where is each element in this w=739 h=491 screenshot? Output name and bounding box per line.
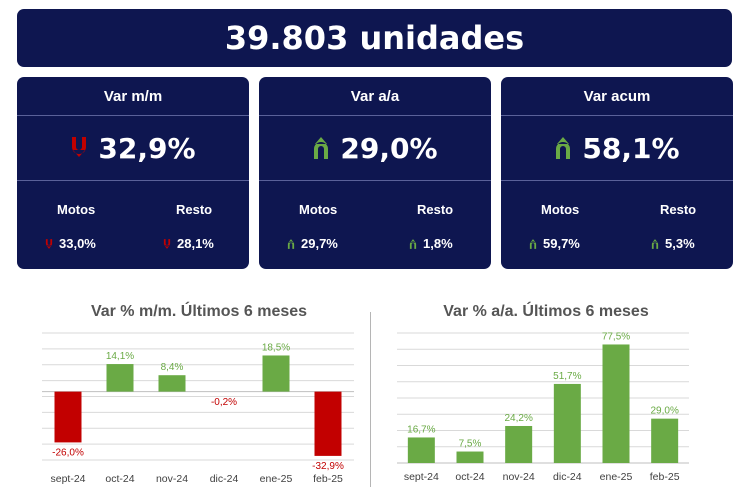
card-var-acum: Var acum 58,1% Motos Resto 59,7% 5,3%: [501, 77, 733, 269]
chart-title: Var % m/m. Últimos 6 meses: [90, 303, 308, 320]
chart-aa: Var % a/a. Últimos 6 meses 16,7% sept-24 7…: [395, 300, 697, 487]
card-var-mm: Var m/m 32,9% Motos Resto 33,0% 28,1%: [17, 77, 249, 269]
arrow-up-icon: [651, 238, 659, 249]
resto-value-text: 1,8%: [423, 236, 453, 251]
data-label: 24,2%: [504, 413, 532, 424]
data-label: 14,1%: [106, 351, 134, 362]
motos-label: Motos: [299, 202, 338, 217]
bar: [106, 364, 134, 392]
x-tick-label: nov-24: [503, 471, 535, 483]
x-tick-label: dic-24: [553, 471, 582, 483]
motos-value-text: 29,7%: [301, 236, 338, 251]
bar: [456, 451, 484, 463]
data-label: -32,9%: [312, 461, 344, 472]
resto-value: 5,3%: [651, 236, 695, 251]
data-label: 29,0%: [650, 406, 678, 417]
motos-label: Motos: [57, 202, 96, 217]
headline-value: 39.803 unidades: [224, 19, 525, 57]
resto-value-text: 5,3%: [665, 236, 695, 251]
arrow-down-icon: [72, 137, 87, 157]
chart-aa-plot: 16,7% sept-24 7,5% oct-24 24,2% nov-24 51,7% di…: [397, 331, 689, 483]
motos-value-text: 33,0%: [59, 236, 96, 251]
x-tick-label: ene-25: [260, 473, 293, 485]
bar: [314, 391, 342, 456]
bar: [54, 391, 82, 443]
bar: [505, 425, 533, 463]
resto-label: Resto: [417, 202, 454, 217]
resto-value-text: 28,1%: [177, 236, 214, 251]
data-label: 77,5%: [602, 331, 630, 342]
arrow-up-icon: [314, 137, 329, 159]
bar: [158, 375, 186, 392]
x-tick-label: feb-25: [650, 471, 680, 483]
motos-value: 33,0%: [45, 236, 96, 251]
card-main-value: 29,0%: [259, 116, 491, 181]
resto-label: Resto: [176, 202, 213, 217]
x-tick-label: oct-24: [105, 473, 134, 485]
headline-banner: 39.803 unidades: [17, 9, 732, 67]
card-main-value: 32,9%: [17, 116, 249, 181]
resto-value: 1,8%: [409, 236, 453, 251]
arrow-down-icon: [45, 238, 53, 249]
data-label: 7,5%: [459, 439, 482, 450]
data-label: 16,7%: [407, 424, 435, 435]
motos-value: 59,7%: [529, 236, 580, 251]
arrow-down-icon: [163, 238, 171, 249]
data-label: 51,7%: [553, 371, 581, 382]
resto-label: Resto: [660, 202, 697, 217]
x-tick-label: dic-24: [210, 473, 239, 485]
card-value: 32,9%: [98, 131, 196, 165]
bar: [651, 418, 679, 463]
bar: [407, 437, 435, 463]
chart-mm: Var % m/m. Últimos 6 meses -26,0% sept-24…: [40, 300, 358, 487]
motos-label: Motos: [541, 202, 580, 217]
bar: [553, 383, 581, 463]
x-tick-label: sept-24: [50, 473, 85, 485]
card-value: 58,1%: [582, 131, 680, 165]
chart-mm-plot: -26,0% sept-24 14,1% oct-24 8,4% nov-24 -0,2% d…: [42, 332, 354, 485]
card-title: Var acum: [501, 77, 733, 116]
resto-value: 28,1%: [163, 236, 214, 251]
x-tick-label: sept-24: [404, 471, 439, 483]
chart-divider: [370, 312, 371, 487]
arrow-up-icon: [409, 238, 417, 249]
card-var-aa: Var a/a 29,0% Motos Resto 29,7% 1,8%: [259, 77, 491, 269]
arrow-up-icon: [529, 238, 537, 249]
data-label: 18,5%: [262, 342, 290, 353]
arrow-up-icon: [287, 238, 295, 249]
data-label: -26,0%: [52, 447, 84, 458]
card-main-value: 58,1%: [501, 116, 733, 181]
data-label: -0,2%: [211, 397, 237, 408]
arrow-up-icon: [556, 137, 571, 159]
data-label: 8,4%: [161, 362, 184, 373]
bar: [262, 355, 290, 392]
card-title: Var a/a: [259, 77, 491, 116]
card-title: Var m/m: [17, 77, 249, 116]
x-tick-label: ene-25: [600, 471, 633, 483]
motos-value-text: 59,7%: [543, 236, 580, 251]
x-tick-label: oct-24: [455, 471, 484, 483]
x-tick-label: feb-25: [313, 473, 343, 485]
chart-title: Var % a/a. Últimos 6 meses: [443, 303, 649, 320]
bar: [602, 344, 630, 463]
card-value: 29,0%: [340, 131, 438, 165]
x-tick-label: nov-24: [156, 473, 188, 485]
motos-value: 29,7%: [287, 236, 338, 251]
